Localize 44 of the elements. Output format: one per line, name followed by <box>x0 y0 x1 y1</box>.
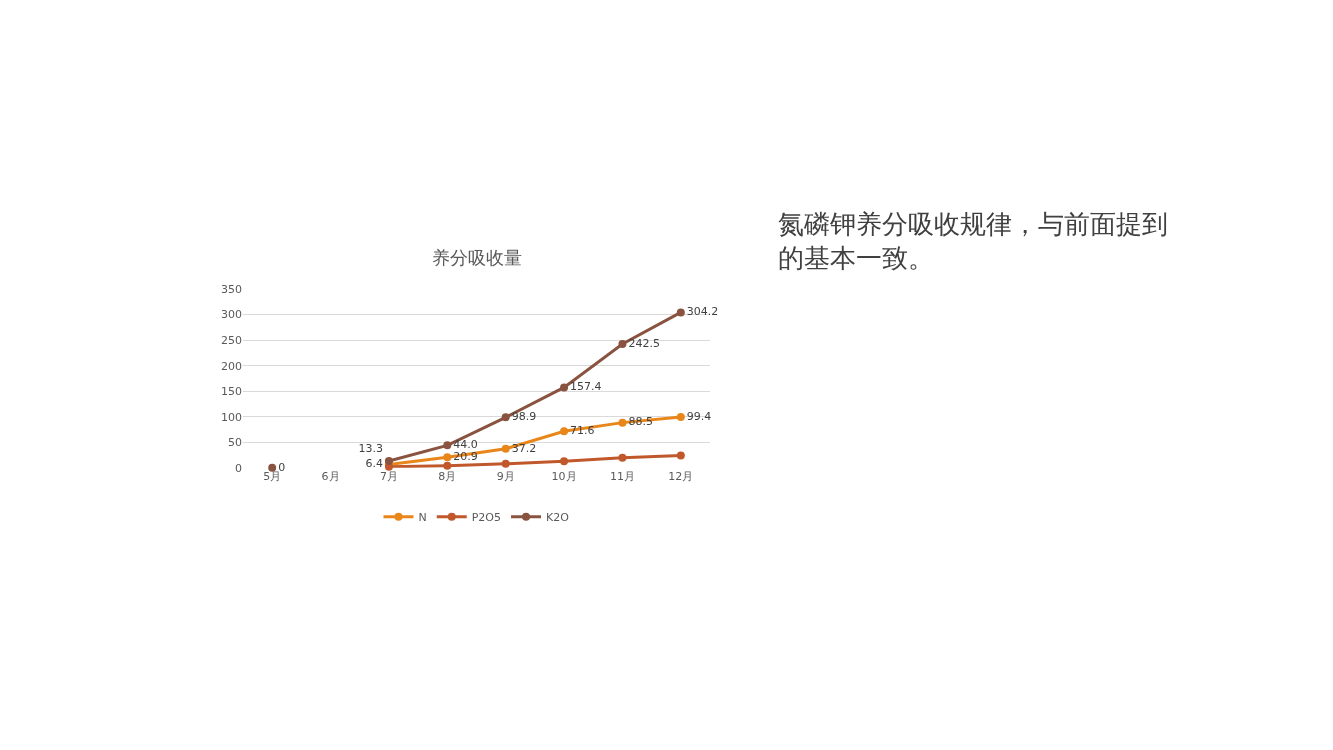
point <box>560 427 569 436</box>
data-label: 98.9 <box>511 410 537 424</box>
legend-label: N <box>418 511 427 525</box>
text: 氮磷钾养分吸收规律，与前面提到的基本一致。 <box>778 209 1168 273</box>
x-tick-label: 7月 <box>379 469 398 483</box>
x-tick-label: 11月 <box>609 469 635 483</box>
x-tick-label: 8月 <box>438 469 457 483</box>
point <box>443 461 452 470</box>
data-label: 242.5 <box>628 336 660 350</box>
data-label: 37.2 <box>511 441 537 455</box>
x-tick-label: 6月 <box>321 469 340 483</box>
point <box>618 453 627 462</box>
data-label: 304.2 <box>686 305 719 319</box>
y-tick-label: 0 <box>235 461 242 475</box>
y-tick-label: 150 <box>221 385 242 399</box>
point <box>560 457 569 466</box>
point <box>676 308 685 317</box>
y-tick-label: 350 <box>221 282 242 296</box>
point <box>443 453 452 462</box>
point <box>443 441 452 450</box>
x-tick-label: 9月 <box>496 469 515 483</box>
x-tick-label: 12月 <box>668 469 694 483</box>
x-tick-label: 10月 <box>551 469 577 483</box>
point <box>560 383 569 392</box>
data-label: 13.3 <box>358 442 383 456</box>
data-label: 44.0 <box>453 438 478 452</box>
y-tick-label: 300 <box>221 308 242 322</box>
point <box>501 444 510 453</box>
point <box>618 339 627 348</box>
y-tick-label: 200 <box>221 359 242 373</box>
point <box>676 413 685 422</box>
y-tick-label: 100 <box>221 410 242 424</box>
data-label: 157.4 <box>570 380 602 394</box>
point <box>501 413 510 422</box>
point <box>501 459 510 468</box>
y-tick-label: 50 <box>228 436 242 450</box>
y-tick-label: 250 <box>221 333 242 347</box>
data-label: 6.4 <box>365 457 383 471</box>
point <box>618 418 627 427</box>
chart-title: 养分吸收量 <box>431 247 522 269</box>
point <box>676 451 685 460</box>
legend-label: P2O5 <box>471 511 502 525</box>
legend-label: K2O <box>546 511 570 525</box>
data-label: 99.4 <box>686 409 712 423</box>
